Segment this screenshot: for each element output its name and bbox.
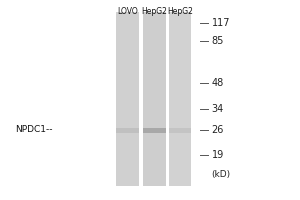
Bar — [116, 128, 139, 132]
Text: HepG2: HepG2 — [142, 7, 167, 16]
Text: 19: 19 — [212, 150, 224, 160]
Text: LOVO: LOVO — [117, 7, 138, 16]
Text: 34: 34 — [212, 104, 224, 114]
Text: 117: 117 — [212, 18, 230, 28]
Text: HepG2: HepG2 — [167, 7, 193, 16]
Bar — [143, 12, 166, 186]
Text: 85: 85 — [212, 36, 224, 46]
Text: NPDC1--: NPDC1-- — [15, 126, 52, 134]
Bar — [143, 128, 166, 132]
Bar — [111, 12, 195, 186]
Bar — [116, 12, 139, 186]
Text: 48: 48 — [212, 78, 224, 88]
Text: 26: 26 — [212, 125, 224, 135]
Bar — [169, 128, 191, 132]
Bar — [169, 12, 191, 186]
Text: (kD): (kD) — [212, 170, 231, 180]
